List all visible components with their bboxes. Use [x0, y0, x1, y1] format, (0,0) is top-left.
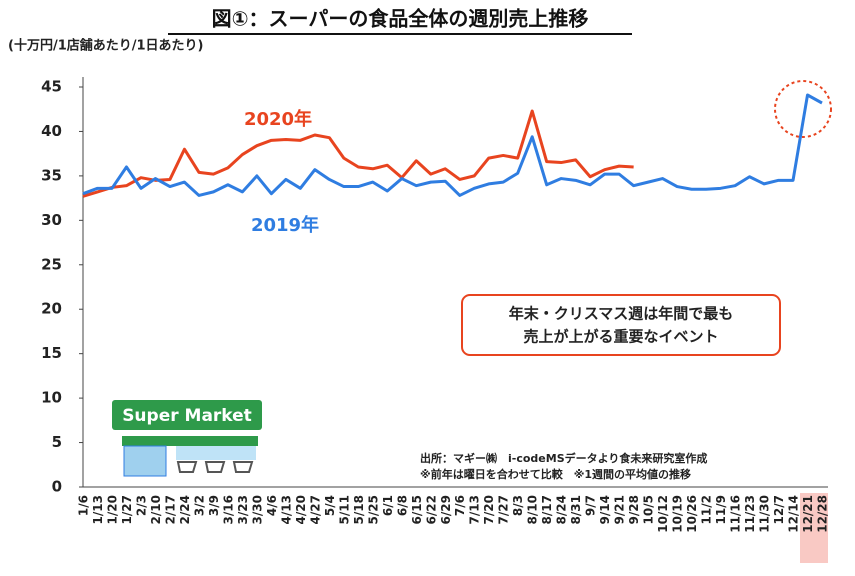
y-tick-label: 15: [41, 344, 62, 362]
x-tick-label: 8/10: [526, 495, 540, 524]
y-tick-label: 25: [41, 255, 62, 273]
x-tick-label: 5/4: [323, 495, 337, 516]
x-tick-label: 9/14: [598, 495, 612, 524]
x-tick-label: 2/17: [163, 495, 177, 524]
x-tick-label: 1/27: [120, 495, 134, 524]
source-note: 出所：マギー㈱ i-codeMSデータより食未来研究室作成: [420, 451, 707, 465]
x-tick-label: 7/27: [497, 495, 511, 524]
x-tick-label: 7/13: [468, 495, 482, 524]
x-tick-label: 1/13: [91, 495, 105, 524]
x-tick-label: 4/27: [308, 495, 322, 524]
callout-box: [461, 294, 781, 356]
x-tick-label: 9/28: [627, 495, 641, 524]
y-tick-label: 0: [52, 478, 62, 496]
x-tick-label: 9/7: [584, 495, 598, 516]
x-tick-label: 8/17: [540, 495, 554, 524]
y-tick-label: 10: [41, 389, 62, 407]
callout-text: 年末・クリスマス週は年間で最も: [509, 305, 734, 323]
x-tick-label: 4/20: [294, 495, 308, 524]
x-tick-label: 8/3: [511, 495, 525, 516]
x-tick-label: 3/9: [207, 495, 221, 516]
x-tick-label: 11/30: [758, 495, 772, 533]
x-tick-label: 3/2: [192, 495, 206, 516]
x-tick-label: 8/24: [555, 495, 569, 524]
y-tick-label: 30: [41, 211, 62, 229]
x-tick-label: 7/20: [482, 495, 496, 524]
x-tick-label: 5/25: [366, 495, 380, 524]
source-note: ※前年は曜日を合わせて比較 ※1週間の平均値の推移: [420, 467, 691, 481]
x-tick-label: 12/7: [772, 495, 786, 524]
x-tick-label: 6/29: [439, 495, 453, 524]
chart-title: 図①：スーパーの食品全体の週別売上推移: [212, 7, 589, 31]
x-tick-label: 10/19: [671, 495, 685, 533]
y-tick-label: 35: [41, 166, 62, 184]
x-tick-label: 10/26: [685, 495, 699, 533]
x-tick-label: 11/23: [743, 495, 757, 533]
x-tick-label: 10/5: [642, 495, 656, 524]
x-tick-label: 12/14: [787, 495, 801, 533]
x-tick-label: 3/23: [236, 495, 250, 524]
x-tick-label: 11/9: [714, 495, 728, 524]
x-tick-label: 7/6: [453, 495, 467, 516]
x-tick-label: 12/28: [816, 495, 830, 533]
x-tick-label: 2/10: [149, 495, 163, 524]
x-tick-label: 2/24: [178, 495, 192, 524]
x-tick-label: 3/30: [250, 495, 264, 524]
supermarket-icon: Super Market: [112, 400, 262, 477]
icon-label: Super Market: [122, 406, 252, 426]
x-tick-label: 11/2: [700, 495, 714, 524]
y-tick-label: 5: [52, 433, 62, 451]
x-tick-label: 3/16: [221, 495, 235, 524]
x-tick-label: 6/1: [381, 495, 395, 516]
x-tick-label: 5/18: [352, 495, 366, 524]
x-tick-label: 1/6: [77, 495, 91, 516]
legend-label: 2020年: [244, 108, 312, 130]
callout-text: 売上が上がる重要なイベント: [523, 328, 718, 346]
x-tick-label: 10/12: [656, 495, 670, 533]
x-tick-label: 12/21: [801, 495, 815, 533]
x-tick-label: 4/13: [279, 495, 293, 524]
highlight: [800, 493, 828, 563]
x-tick-label: 8/31: [569, 495, 583, 524]
line-series: [82, 109, 634, 198]
x-tick-label: 6/22: [424, 495, 438, 524]
y-tick-label: 45: [41, 78, 62, 96]
y-tick-label: 20: [41, 300, 62, 318]
x-tick-label: 9/21: [613, 495, 627, 524]
highlight-circle: [774, 80, 832, 138]
line-series: [82, 93, 823, 197]
x-tick-label: 11/16: [729, 495, 743, 533]
x-tick-label: 4/6: [265, 495, 279, 516]
x-tick-label: 5/11: [337, 495, 351, 524]
x-tick-label: 2/3: [134, 495, 148, 516]
x-tick-label: 6/15: [410, 495, 424, 524]
y-axis-label: (十万円/1店舗あたり/1日あたり): [8, 38, 203, 54]
legend-label: 2019年: [251, 214, 319, 236]
x-tick-label: 6/8: [395, 495, 409, 516]
y-tick-label: 40: [41, 122, 62, 140]
x-tick-label: 1/20: [105, 495, 119, 524]
